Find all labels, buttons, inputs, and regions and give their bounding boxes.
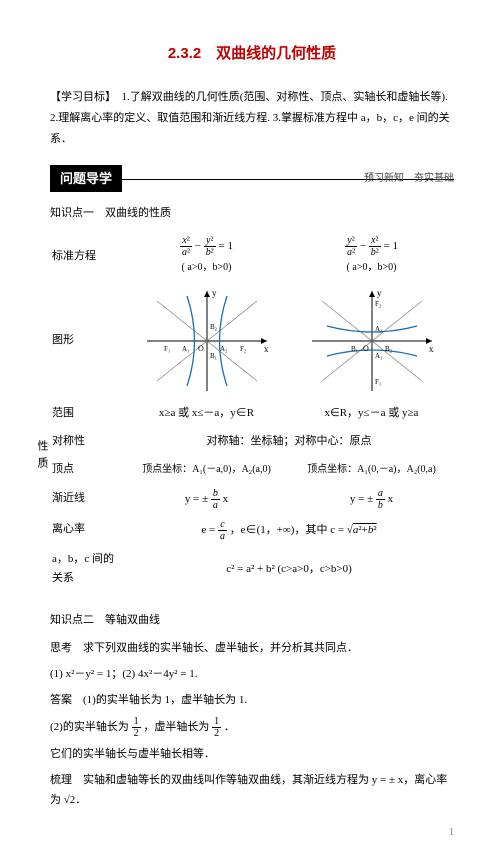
svg-text:A₂: A₂ [375,325,383,333]
svg-text:B₁: B₁ [351,345,358,353]
answer-2: (2)的实半轴长为 12 ，虚半轴长为 12 ． [50,716,454,739]
row-label: 离心率 [50,515,124,546]
table-row: 顶点 顶点坐标：A₁(－a,0)，A₂(a,0) 顶点坐标：A₁(0,－a)，A… [50,456,454,484]
table-row: a，b，c 间的关系 c² = a² + b² (c>a>0，c>b>0) [50,546,454,594]
cell: 对称轴：坐标轴；对称中心：原点 [124,428,454,456]
svg-text:y: y [212,288,217,298]
svg-text:A₂: A₂ [220,345,228,353]
cell: c² = a² + b² (c>a>0，c>b>0) [124,546,454,594]
svg-text:O: O [198,344,204,353]
svg-text:O: O [363,344,369,353]
cell: x≥a 或 x≤－a，y∈R [124,400,289,428]
cell: e = ca ，e∈(1，+∞)，其中 c = √a²+b² [124,515,454,546]
table-row: 标准方程 x²a² − y²b² = 1 ( a>0，b>0) y²a² − x… [50,231,454,282]
table-row: 离心率 e = ca ，e∈(1，+∞)，其中 c = √a²+b² [50,515,454,546]
property-table: 标准方程 x²a² − y²b² = 1 ( a>0，b>0) y²a² − x… [50,231,454,593]
svg-text:B₂: B₂ [385,345,393,353]
question: (1) x²－y² = 1；(2) 4x²－4y² = 1. [50,665,454,685]
row-label: 对称性 [50,428,124,456]
row-label: 标准方程 [50,231,124,282]
cell: 顶点坐标：A₁(－a,0)，A₂(a,0) [124,456,289,484]
cell: y = ± ab x [289,484,454,515]
svg-text:x: x [429,344,434,354]
side-label: 性质 [36,438,50,473]
section-subtitle: 预习新知 夯实基础 [364,170,454,188]
page-title: 2.3.2 双曲线的几何性质 [50,40,454,67]
row-label: 顶点 [50,456,124,484]
row-label: 图形 [50,282,124,400]
answer-1: 答案 (1)的实半轴长为 1，虚半轴长为 1. [50,691,454,711]
figure-cell: x y O A₁ A₂ F₁ F₂ B₂ B₁ [124,282,289,400]
summary: 梳理 实轴和虚轴等长的双曲线叫作等轴双曲线，其渐近线方程为 y = ± x，离心… [50,771,454,811]
section-label: 问题导学 [50,165,122,192]
svg-text:B₂: B₂ [210,323,218,331]
learning-objective: 【学习目标】 1.了解双曲线的几何性质(范围、对称性、顶点、实轴长和虚轴长等).… [50,87,454,150]
think-prompt: 思考 求下列双曲线的实半轴长、虚半轴长，并分析其共同点． [50,639,454,659]
svg-text:F₂: F₂ [375,300,382,308]
svg-text:F₁: F₁ [164,345,170,353]
row-label: 渐近线 [50,484,124,515]
table-row: 对称性 对称轴：坐标轴；对称中心：原点 [50,428,454,456]
svg-text:A₁: A₁ [182,345,190,353]
svg-text:A₁: A₁ [375,352,383,360]
cell: y²a² − x²b² = 1 ( a>0，b>0) [289,231,454,282]
hyperbola-x-figure: x y O A₁ A₂ F₁ F₂ B₂ B₁ [142,286,272,396]
cell: y = ± ba x [124,484,289,515]
cell: x²a² − y²b² = 1 ( a>0，b>0) [124,231,289,282]
table-row: 图形 x y O A₁ A₂ F₁ F₂ B₂ B₁ [50,282,454,400]
svg-text:F₁: F₁ [375,378,381,386]
knowledge-point-2: 知识点二 等轴双曲线 [50,611,454,631]
section-header: 问题导学 预习新知 夯实基础 [50,168,454,190]
common-point: 它们的实半轴长与虚半轴长相等． [50,745,454,765]
svg-text:F₂: F₂ [240,345,247,353]
svg-text:y: y [377,288,382,298]
svg-text:x: x [264,344,269,354]
row-label: 范围 [50,400,124,428]
knowledge-point-1: 知识点一 双曲线的性质 [50,204,454,224]
table-row: 渐近线 y = ± ba x y = ± ab x [50,484,454,515]
page-number: 1 [449,824,454,842]
row-label: a，b，c 间的关系 [50,546,124,594]
table-row: 范围 x≥a 或 x≤－a，y∈R x∈R，y≤－a 或 y≥a [50,400,454,428]
cell: x∈R，y≤－a 或 y≥a [289,400,454,428]
svg-text:B₁: B₁ [210,352,217,360]
cell: 顶点坐标：A₁(0,－a)，A₂(0,a) [289,456,454,484]
hyperbola-y-figure: x y O F₂ F₁ A₂ A₁ B₁ B₂ [307,286,437,396]
figure-cell: x y O F₂ F₁ A₂ A₁ B₁ B₂ [289,282,454,400]
